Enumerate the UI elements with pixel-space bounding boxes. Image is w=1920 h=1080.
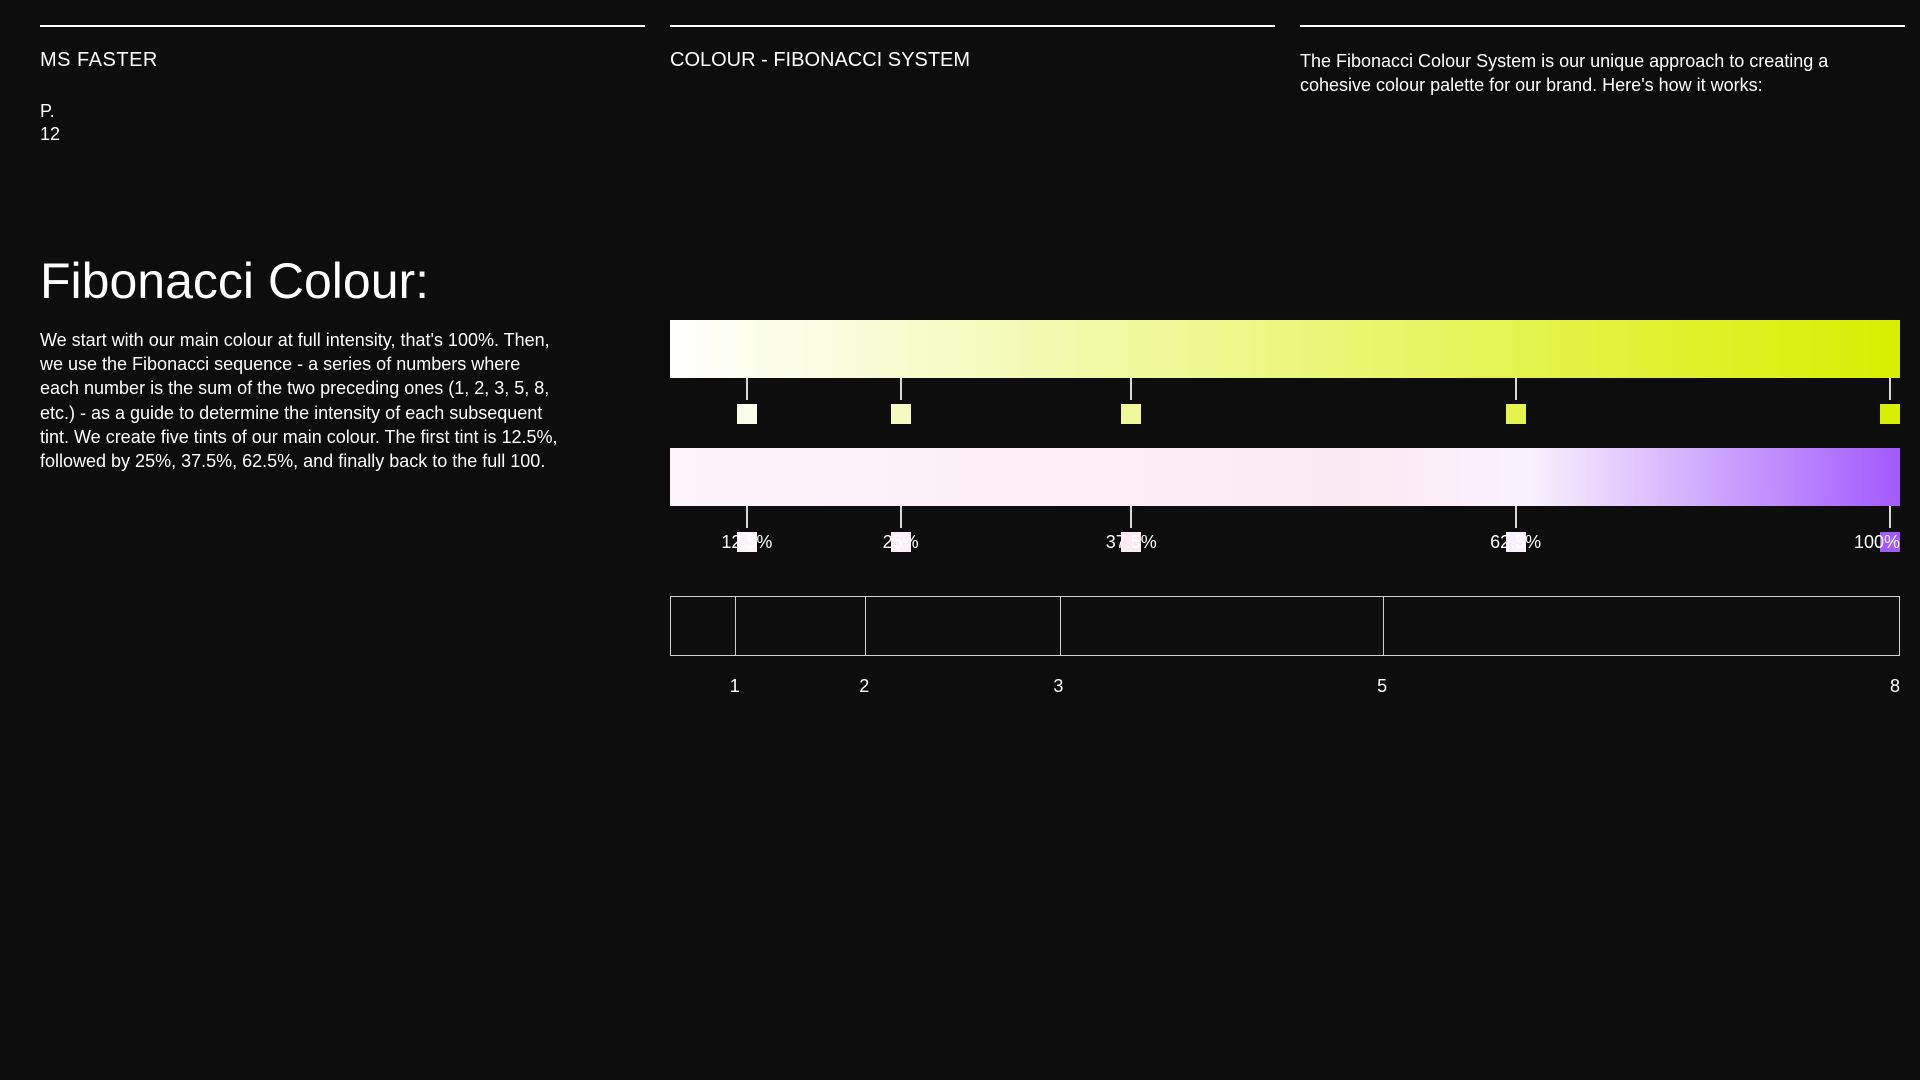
tick-line: [1130, 506, 1132, 528]
text-column: Fibonacci Colour: We start with our main…: [40, 252, 645, 702]
yellow-gradient-row: [670, 320, 1900, 378]
tick-line: [1130, 378, 1132, 400]
fibonacci-box-wrap: 1 2 3 5 8: [670, 596, 1900, 702]
tint-tick: [891, 378, 911, 424]
tick-line: [746, 506, 748, 528]
fibonacci-number: 5: [1377, 676, 1387, 697]
page-prefix: P.: [40, 101, 55, 121]
body-text: We start with our main colour at full in…: [40, 328, 560, 474]
tick-line: [900, 506, 902, 528]
fibonacci-segment: [1384, 597, 1899, 655]
header-col-right: The Fibonacci Colour System is our uniqu…: [1300, 25, 1905, 147]
fibonacci-segment: [671, 597, 736, 655]
tint-tick: [737, 378, 757, 424]
page-value: 12: [40, 124, 60, 144]
tick-line: [1515, 378, 1517, 400]
tick-line: [1515, 506, 1517, 528]
tint-swatch: [1880, 404, 1900, 424]
percent-label: 12.5%: [721, 532, 772, 553]
fibonacci-number: 3: [1053, 676, 1063, 697]
percent-label: 25%: [883, 532, 919, 553]
fibonacci-number: 8: [1890, 676, 1900, 697]
tint-swatch: [891, 404, 911, 424]
tick-line: [746, 378, 748, 400]
tint-tick: [1121, 378, 1141, 424]
yellow-gradient-bar: [670, 320, 1900, 378]
purple-gradient-bar: [670, 448, 1900, 506]
header-row: MS FASTER P. 12 COLOUR - FIBONACCI SYSTE…: [40, 25, 1880, 147]
tick-line: [1889, 378, 1891, 400]
brand-guidelines-page: MS FASTER P. 12 COLOUR - FIBONACCI SYSTE…: [0, 0, 1920, 1080]
fibonacci-number: 1: [730, 676, 740, 697]
section-title: COLOUR - FIBONACCI SYSTEM: [670, 49, 1275, 72]
fibonacci-box: [670, 596, 1900, 656]
fibonacci-number: 2: [859, 676, 869, 697]
percent-label: 37.5%: [1106, 532, 1157, 553]
tint-tick: [1880, 378, 1900, 424]
tint-swatch: [1506, 404, 1526, 424]
fibonacci-numbers-row: 1 2 3 5 8: [670, 676, 1900, 702]
percent-label: 62.5%: [1490, 532, 1541, 553]
visualization-column: 12.5% 25% 37.5% 62.5% 100% 1 2 3 5 8: [670, 252, 1900, 702]
page-heading: Fibonacci Colour:: [40, 252, 645, 310]
purple-gradient-row: [670, 448, 1900, 506]
tint-tick: [1506, 378, 1526, 424]
yellow-ticks: [670, 378, 1900, 428]
fibonacci-segment: [1061, 597, 1384, 655]
main-row: Fibonacci Colour: We start with our main…: [40, 252, 1880, 702]
fibonacci-segment: [866, 597, 1060, 655]
page-number: P. 12: [40, 100, 645, 147]
header-col-mid: COLOUR - FIBONACCI SYSTEM: [670, 25, 1275, 147]
fibonacci-segment: [736, 597, 866, 655]
tick-line: [900, 378, 902, 400]
percent-labels-row: 12.5% 25% 37.5% 62.5% 100%: [670, 532, 1900, 558]
tint-swatch: [737, 404, 757, 424]
intro-text: The Fibonacci Colour System is our uniqu…: [1300, 49, 1860, 98]
header-col-left: MS FASTER P. 12: [40, 25, 645, 147]
brand-name: MS FASTER: [40, 49, 645, 72]
percent-label: 100%: [1854, 532, 1900, 553]
tint-swatch: [1121, 404, 1141, 424]
tick-line: [1889, 506, 1891, 528]
